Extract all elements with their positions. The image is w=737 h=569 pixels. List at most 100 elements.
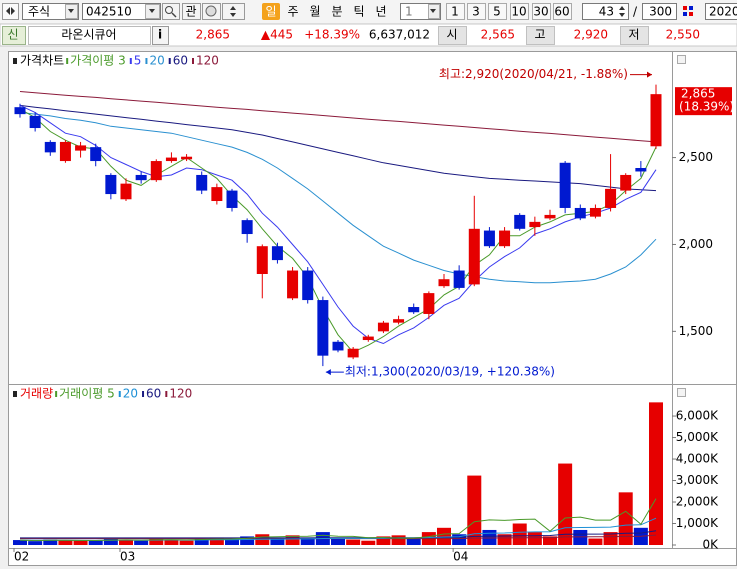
y-tick-label: 3,000K <box>676 473 719 487</box>
date-input[interactable] <box>705 3 737 20</box>
candle-body <box>287 270 299 299</box>
info-button[interactable] <box>152 26 169 45</box>
candle-body <box>256 246 268 274</box>
count-input[interactable] <box>582 3 629 20</box>
volume-bar <box>346 539 361 545</box>
candle-body <box>635 168 647 172</box>
dropdown-arrow <box>230 6 236 10</box>
code: 042510 <box>86 5 132 19</box>
panel-close[interactable] <box>677 55 686 64</box>
legend-entry: 60 <box>173 54 188 68</box>
period-selected[interactable] <box>262 3 280 20</box>
legend-marker <box>13 391 17 397</box>
candle-body <box>529 221 541 228</box>
interval-button[interactable] <box>532 3 551 20</box>
total: 300 <box>649 5 672 19</box>
nav-button[interactable] <box>2 3 19 20</box>
period-button[interactable]: 주 <box>287 5 298 19</box>
moving-average <box>19 91 657 143</box>
dropdown-arrow <box>619 13 625 17</box>
candle-body <box>120 183 132 200</box>
interval-button[interactable] <box>446 3 465 20</box>
link-icon <box>205 5 217 17</box>
info-high: 2,920 <box>574 28 608 42</box>
dropdown-arrow <box>149 9 155 13</box>
volume-bar <box>194 538 209 545</box>
period-button[interactable]: 년 <box>375 5 386 19</box>
info-open-label: 시 <box>446 28 457 42</box>
candle-body <box>59 141 71 162</box>
moving-average <box>19 104 657 192</box>
volume-bar <box>558 463 573 545</box>
info-change-pct: +18.39% <box>304 28 360 42</box>
legend-marker <box>192 58 194 64</box>
interval-button[interactable] <box>488 3 507 20</box>
volume-bar <box>73 540 88 545</box>
period-button[interactable]: 일 <box>265 5 276 19</box>
candle-body <box>14 107 26 115</box>
grid-icon[interactable] <box>683 12 687 16</box>
period-button[interactable]: 분 <box>331 5 342 19</box>
y-tick-label: 1,500 <box>679 324 713 338</box>
volume-bar <box>225 538 239 545</box>
candle-body <box>377 322 389 332</box>
candle-body <box>559 162 571 208</box>
period-button[interactable]: 월 <box>309 5 320 19</box>
label-box <box>526 26 555 45</box>
grid-icon[interactable] <box>689 6 693 10</box>
candle-body <box>226 190 238 208</box>
info-low-label: 저 <box>628 28 639 42</box>
volume-bar <box>270 537 285 545</box>
y-tick-label: 5,000K <box>676 430 719 444</box>
legend-marker <box>118 391 121 397</box>
badge-label: 신 <box>7 28 18 42</box>
dropdown-arrow <box>68 9 74 13</box>
candle-body <box>468 228 480 285</box>
code-input[interactable] <box>82 3 161 20</box>
search-icon <box>165 6 173 14</box>
interval-button[interactable] <box>553 3 572 20</box>
candle-body <box>271 246 283 261</box>
candle-body <box>211 187 223 202</box>
search-icon <box>171 12 177 18</box>
search-button[interactable] <box>162 3 180 20</box>
panel-close[interactable] <box>677 388 686 397</box>
grid-icon[interactable] <box>689 12 693 16</box>
total-input[interactable] <box>642 3 677 20</box>
panel-title: 가격차트 <box>20 54 64 68</box>
legend-marker <box>13 58 17 64</box>
interval-button-label: 10 <box>511 5 526 19</box>
interval-button-label: 60 <box>554 5 569 19</box>
candle-body <box>574 207 586 219</box>
legend-entry: 20 <box>123 387 138 401</box>
panel-title: 거래량 <box>20 387 53 401</box>
legend-entry: 5 <box>134 54 142 68</box>
candle-body <box>181 156 193 160</box>
volume-bar <box>437 527 451 545</box>
updown-button[interactable] <box>222 3 245 20</box>
volume-bar <box>134 540 149 545</box>
candle-body <box>105 174 117 195</box>
badge <box>2 26 26 45</box>
legend-marker <box>55 391 58 397</box>
last-price-box <box>675 87 732 116</box>
interval-button[interactable] <box>510 3 529 20</box>
candle-body <box>317 300 329 356</box>
x-tick-label: 02 <box>14 550 29 564</box>
volume-bar <box>543 536 557 545</box>
moving-average <box>19 104 657 345</box>
period-button[interactable]: 틱 <box>353 5 364 19</box>
interval-button[interactable] <box>467 3 486 20</box>
candle-body <box>241 220 253 235</box>
candle-body <box>544 214 556 219</box>
legend-entry: 가격이평 3 <box>70 54 126 68</box>
volume-bar <box>406 538 421 545</box>
grid-icon[interactable] <box>683 6 687 10</box>
candle-body <box>423 293 435 314</box>
candle-body <box>605 188 617 208</box>
watch-button[interactable] <box>182 3 201 20</box>
market-select[interactable] <box>22 3 79 20</box>
info-open: 2,565 <box>481 28 515 42</box>
candle-body <box>650 94 662 147</box>
